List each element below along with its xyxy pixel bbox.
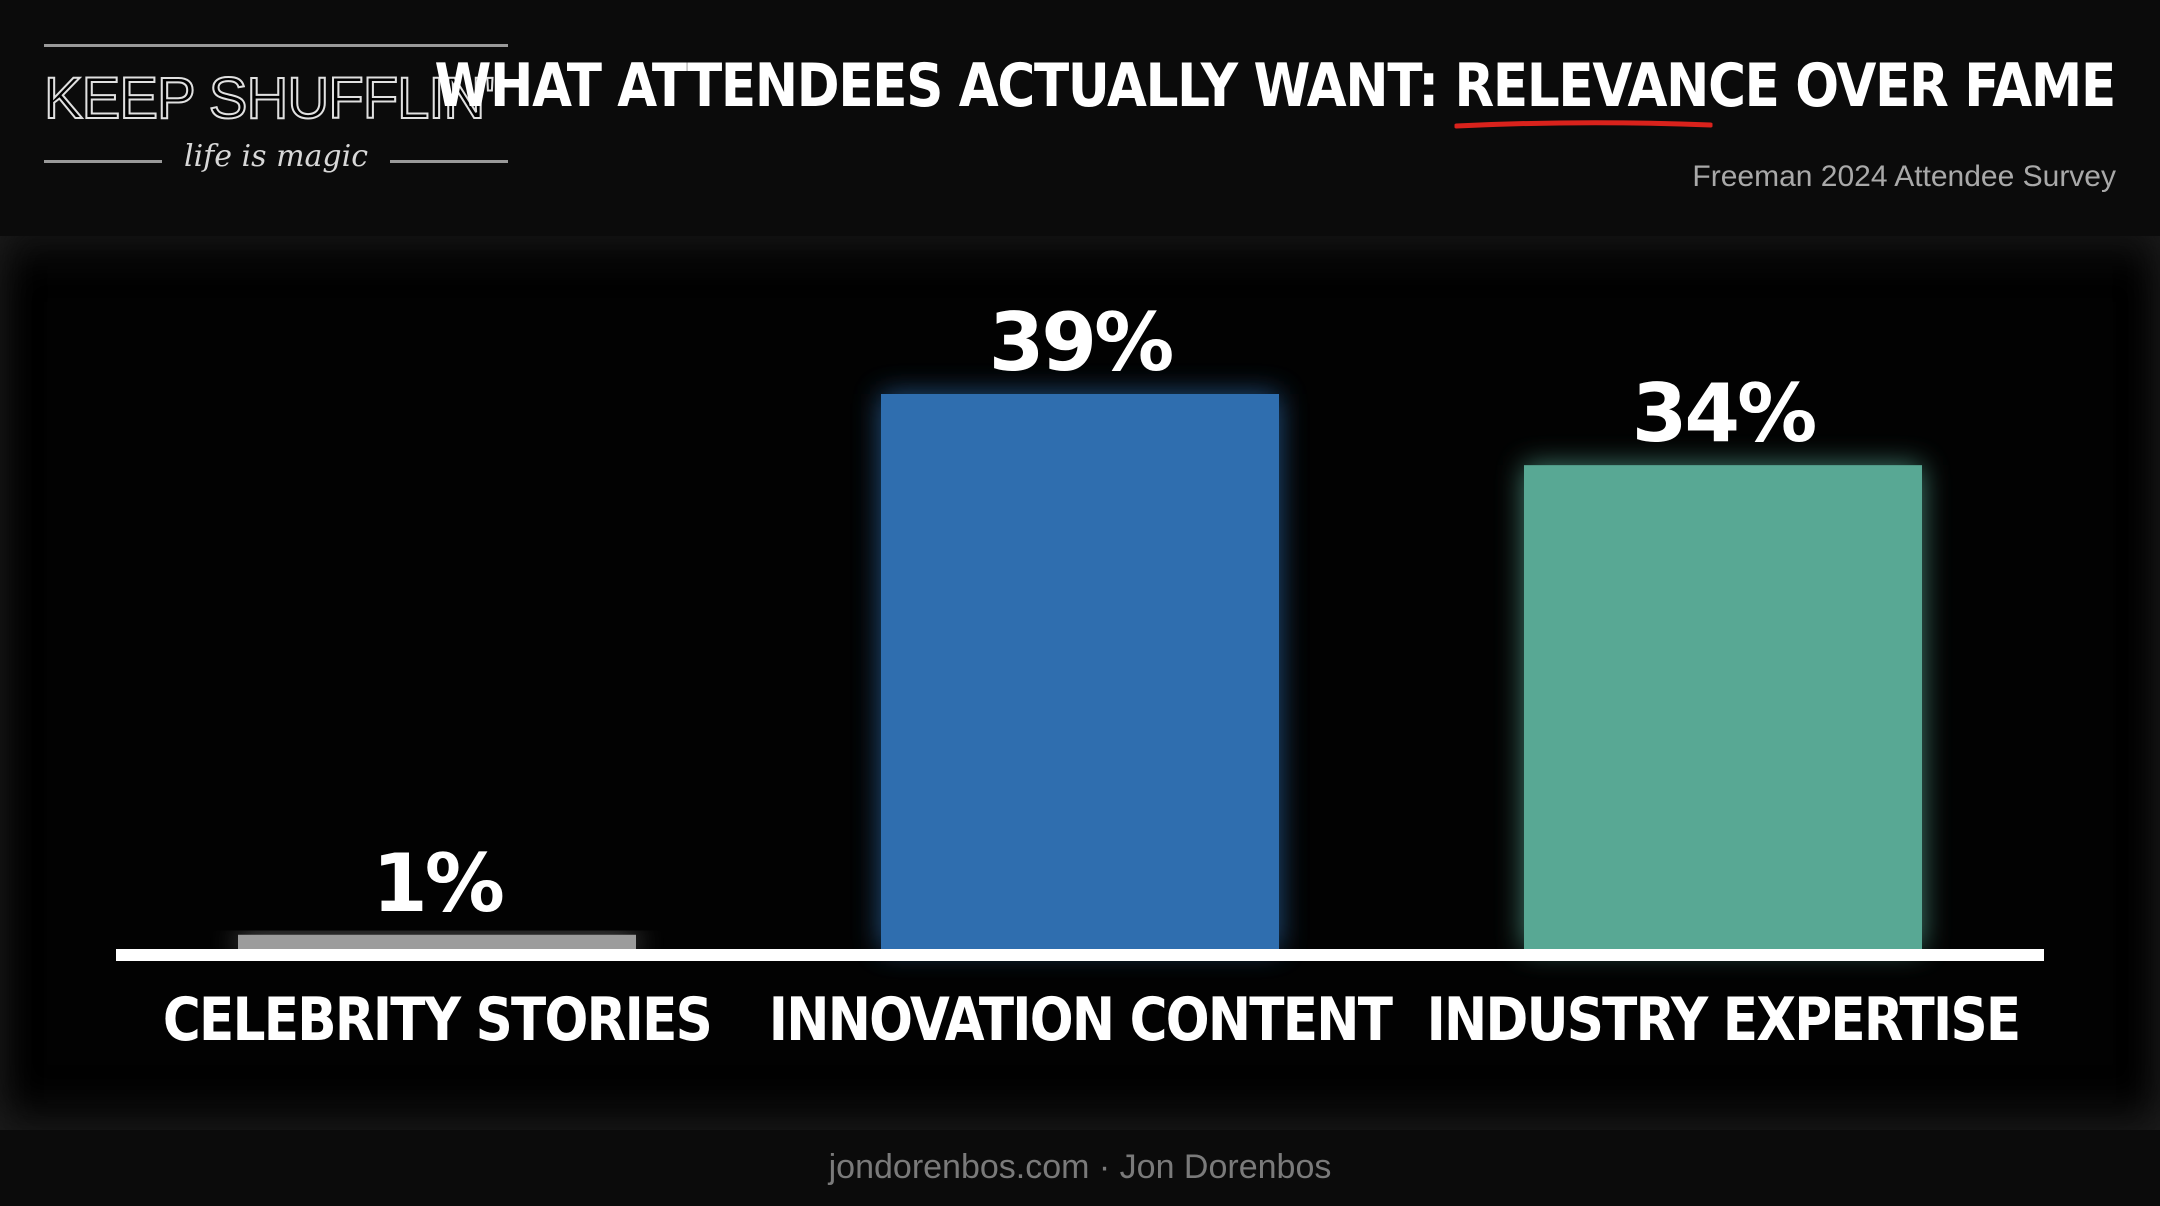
bar bbox=[238, 934, 636, 949]
chart-subtitle: Freeman 2024 Attendee Survey bbox=[1692, 160, 2116, 193]
footer-credit: jondorenbos.com · Jon Dorenbos bbox=[828, 1148, 1332, 1186]
logo-wordmark: KEEP SHUFFLIN' bbox=[43, 66, 496, 131]
category-label: INNOVATION CONTENT bbox=[769, 985, 1393, 1055]
header-band bbox=[0, 0, 2160, 236]
bar bbox=[881, 394, 1279, 949]
title-suffix: OVER FAME bbox=[1778, 51, 2116, 121]
title-prefix: WHAT ATTENDEES ACTUALLY WANT: bbox=[434, 51, 1455, 121]
labels-layer: 1% CELEBRITY STORIES 39% INNOVATION CONTENT… bbox=[163, 296, 2021, 1055]
logo-rule-right bbox=[390, 160, 508, 163]
data-label: 39% bbox=[989, 296, 1172, 389]
bar bbox=[1524, 465, 1922, 949]
data-label: 34% bbox=[1632, 367, 1815, 460]
category-label: INDUSTRY EXPERTISE bbox=[1427, 985, 2020, 1055]
red-underline-icon bbox=[1454, 120, 1713, 129]
title-highlight: RELEVANCE bbox=[1454, 56, 1780, 129]
data-label: 1% bbox=[372, 837, 503, 930]
logo-rule-top bbox=[44, 44, 508, 47]
page-title: WHAT ATTENDEES ACTUALLY WANT: RELEVANCE … bbox=[435, 56, 2116, 129]
brand-logo: KEEP SHUFFLIN' life is magic bbox=[43, 44, 508, 184]
logo-rule-left bbox=[44, 160, 162, 163]
footer-band bbox=[0, 1130, 2160, 1206]
title-highlight-text: RELEVANCE bbox=[1454, 51, 1780, 121]
bars-layer bbox=[238, 394, 1922, 949]
logo-tagline: life is magic bbox=[183, 139, 369, 174]
category-label: CELEBRITY STORIES bbox=[163, 985, 711, 1055]
